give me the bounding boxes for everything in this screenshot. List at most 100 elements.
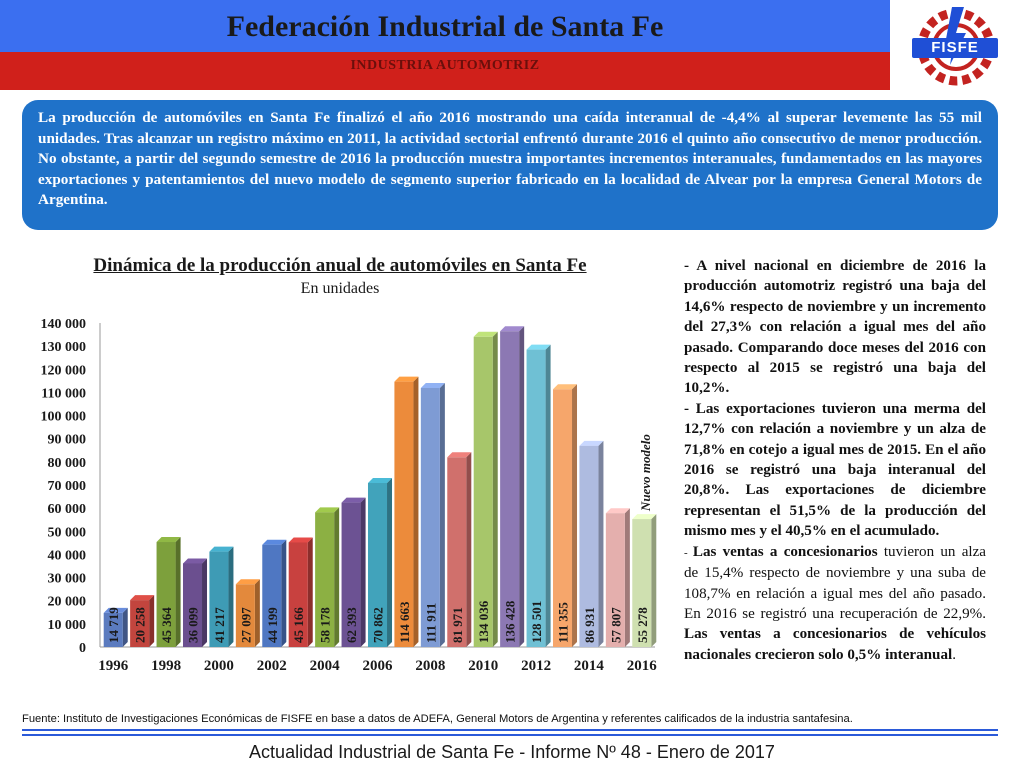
bar-1998: 45 364	[156, 537, 181, 647]
bar-value-label: 81 971	[450, 607, 465, 643]
bar-top	[262, 539, 287, 545]
bar-side	[307, 537, 313, 647]
summary-box: La producción de automóviles en Santa Fe…	[22, 100, 998, 230]
chart-title: Dinámica de la producción anual de autom…	[93, 255, 587, 276]
bar-top	[209, 546, 234, 552]
bar-value-label: 57 807	[608, 607, 623, 643]
bar-front	[103, 612, 123, 647]
sales-text: tuvieron un alza de 15,4% respecto de no…	[684, 543, 986, 622]
y-tick-label: 70 000	[48, 479, 87, 494]
bar-2012: 128 501	[526, 344, 551, 647]
bar-value-label: 111 911	[423, 603, 438, 643]
section-subtitle: INDUSTRIA AUTOMOTRIZ	[350, 58, 540, 73]
bar-2014: 86 931	[579, 440, 604, 647]
commentary-production: - A nivel nacional en diciembre de 2016 …	[684, 258, 986, 397]
bar-side	[439, 383, 445, 647]
page-title: Federación Industrial de Santa Fe	[226, 10, 664, 43]
bar-front	[552, 389, 573, 647]
bar-2016: 55 278	[632, 514, 657, 647]
bar-value-label: 14 719	[106, 607, 121, 643]
bar-2010: 134 036	[473, 331, 498, 647]
bar-value-label: 111 355	[556, 602, 571, 643]
x-tick-label: 1996	[98, 658, 129, 674]
x-tick-label: 1998	[151, 658, 181, 674]
bar-front	[632, 519, 652, 647]
bar-top	[632, 514, 657, 520]
bar-side	[149, 595, 155, 647]
bar-2008: 111 911	[420, 383, 445, 647]
y-tick-label: 10 000	[48, 618, 87, 633]
bar-top	[552, 384, 578, 390]
bar-side	[228, 546, 234, 647]
x-tick-label: 2016	[627, 658, 658, 674]
bar-side	[413, 376, 419, 647]
x-tick-label: 2004	[310, 658, 341, 674]
y-tick-label: 0	[79, 641, 86, 656]
sales-bold-tail: Las ventas a concesionarios de vehículos…	[684, 626, 986, 663]
bar-side	[175, 537, 181, 647]
x-tick-label: 2010	[468, 658, 498, 674]
bar-side	[122, 607, 128, 647]
bar-top	[341, 497, 366, 503]
x-tick-label: 2012	[521, 658, 551, 674]
commentary-sales: - Las ventas a concesionarios tuvieron u…	[684, 542, 986, 665]
annotation-nuevo-modelo: Nuevo modelo	[638, 434, 653, 512]
bar-top	[579, 440, 604, 446]
bar-top	[394, 376, 419, 382]
bar-2015: 57 807	[605, 508, 630, 647]
bar-front	[500, 331, 520, 647]
bar-value-label: 62 393	[344, 607, 359, 643]
y-tick-label: 50 000	[48, 525, 87, 540]
bar-2004: 58 178	[315, 507, 340, 647]
bar-value-label: 114 663	[397, 601, 412, 643]
footer-rule-top	[22, 729, 998, 731]
logo-text: FISFE	[912, 38, 998, 58]
x-tick-label: 2006	[363, 658, 394, 674]
chart-subtitle: En unidades	[300, 280, 380, 297]
y-tick-label: 100 000	[41, 410, 87, 425]
bars: 14 719 20 258 45 364 36 099 41 217 27 097 44 1…	[100, 326, 657, 648]
x-tick-label: 2000	[204, 658, 234, 674]
y-tick-label: 140 000	[41, 317, 87, 332]
bar-front	[288, 542, 308, 647]
bar-front	[315, 512, 335, 647]
footer-text: Actualidad Industrial de Santa Fe - Info…	[249, 742, 775, 762]
bar-2005: 62 393	[341, 497, 366, 647]
bar-front	[209, 551, 229, 647]
bar-value-label: 128 501	[529, 601, 544, 643]
y-tick-label: 120 000	[41, 363, 87, 378]
source-note: Fuente: Instituto de Investigaciones Eco…	[22, 713, 853, 725]
header-blue-band	[0, 0, 890, 52]
sales-bold-lead: Las ventas a concesionarios	[692, 543, 878, 560]
bar-front	[182, 563, 203, 647]
bar-side	[545, 344, 551, 647]
y-tick-label: 90 000	[48, 433, 87, 448]
bar-top	[526, 344, 551, 350]
y-tick-label: 110 000	[41, 386, 86, 401]
bar-side	[624, 508, 630, 647]
bar-side	[254, 579, 260, 647]
bar-top	[288, 537, 313, 543]
bar-2003: 45 166	[288, 537, 313, 647]
bar-2007: 114 663	[394, 376, 419, 647]
bar-value-label: 45 166	[291, 607, 306, 643]
bar-1997: 20 258	[130, 595, 155, 647]
bar-value-label: 86 931	[582, 607, 597, 643]
bar-2006: 70 862	[367, 478, 393, 647]
bar-side	[492, 331, 498, 647]
bar-front	[130, 600, 150, 647]
bar-2009: 81 971	[447, 452, 472, 647]
bar-side	[360, 497, 366, 647]
bar-top	[447, 452, 472, 458]
bar-side	[281, 539, 287, 647]
bar-side	[466, 452, 472, 647]
bar-top	[367, 478, 393, 484]
y-axis: 0 10 000 20 000 30 000 40 000 50 000 60 000 70 …	[41, 317, 101, 656]
bar-side	[387, 478, 393, 647]
bar-1999: 36 099	[182, 558, 208, 647]
bar-2002: 44 199	[262, 539, 287, 647]
bar-top	[182, 558, 208, 564]
bar-top	[156, 537, 181, 543]
bar-2011: 136 428	[500, 326, 525, 647]
y-tick-label: 60 000	[48, 502, 87, 517]
